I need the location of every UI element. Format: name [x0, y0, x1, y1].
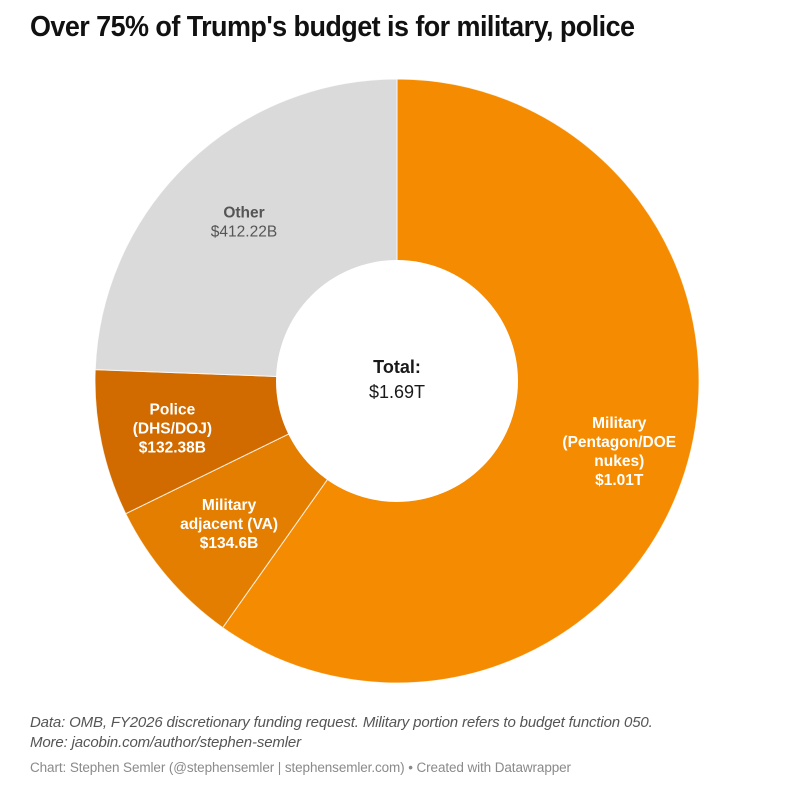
slice-value-label: $412.22B	[211, 224, 277, 241]
slice-label-other: Other $412.22B	[211, 205, 277, 241]
slice-label-military-pentagon-doe-nukes: Military (Pentagon/DOE nukes) $1.01T	[562, 415, 676, 489]
slice-name-line: Military	[202, 497, 257, 514]
more-link[interactable]: More: jacobin.com/author/stephen-semler	[30, 734, 301, 751]
source-notes: Data: OMB, FY2026 discretionary funding …	[30, 713, 653, 753]
donut-hole	[276, 260, 518, 502]
slice-name-line: Other	[223, 205, 264, 222]
slice-value-label: $134.6B	[200, 535, 259, 552]
slice-name-line: Military	[592, 415, 647, 432]
slice-name-line: adjacent (VA)	[180, 516, 278, 533]
source-note: Data: OMB, FY2026 discretionary funding …	[30, 714, 653, 731]
slice-name-line: Police	[150, 402, 196, 419]
slice-name-line: (DHS/DOJ)	[133, 421, 212, 438]
slice-value-label: $1.01T	[595, 472, 644, 489]
slice-label-military-adjacent-va: Military adjacent (VA) $134.6B	[180, 497, 278, 552]
center-total-title: Total:	[373, 357, 421, 377]
slice-value-label: $132.38B	[139, 440, 206, 457]
slice-label-police-dhs-doj: Police (DHS/DOJ) $132.38B	[133, 402, 212, 457]
chart-credit: Chart: Stephen Semler (@stephensemler | …	[30, 760, 571, 775]
slice-labels: Military (Pentagon/DOE nukes) $1.01TMilitar…	[133, 205, 676, 552]
slice-name-line: nukes)	[594, 453, 644, 470]
chart-title: Over 75% of Trump's budget is for milita…	[30, 11, 635, 43]
center-total-value: $1.69T	[369, 382, 425, 402]
slice-name-line: (Pentagon/DOE	[562, 434, 676, 451]
